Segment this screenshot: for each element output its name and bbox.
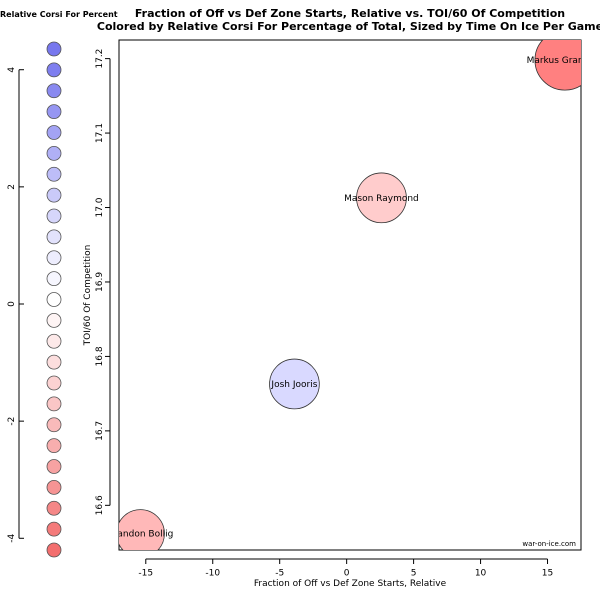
data-point-label: Mason Raymond (344, 194, 419, 204)
legend-swatch (46, 104, 62, 120)
legend-swatch (46, 187, 62, 203)
data-point-label: Brandon Bollig (108, 530, 174, 540)
axes: -15 -10 -5 0 5 10 15 16.6 16.7 16.8 16.9 17.0 17.1 17… (95, 49, 553, 579)
data-point (534, 40, 581, 91)
y-tick-label: 17.2 (95, 49, 105, 69)
legend-swatch (46, 166, 62, 182)
legend-swatch (46, 417, 62, 433)
y-tick-label: 16.6 (95, 495, 105, 515)
x-tick-label: -15 (138, 569, 153, 579)
legend-swatch (46, 500, 62, 516)
y-tick-label: 16.7 (95, 421, 105, 441)
x-tick-label: -5 (275, 569, 284, 579)
x-tick-label: -10 (205, 569, 220, 579)
legend-tick-label: 0 (7, 301, 17, 307)
y-tick-label: 17.0 (95, 197, 105, 217)
legend-swatch (46, 479, 62, 495)
chart-subtitle: Colored by Relative Corsi For Percentage… (97, 20, 600, 33)
legend-swatch (46, 292, 62, 307)
x-tick-label: 15 (542, 569, 553, 579)
y-tick-label: 16.8 (95, 346, 105, 366)
y-tick-label: 17.1 (95, 123, 105, 143)
legend-swatch (46, 542, 62, 558)
legend-tick-label: -2 (7, 417, 17, 426)
legend: 4 2 0 -2 -4 (7, 41, 62, 558)
chart-title: Fraction of Off vs Def Zone Starts, Rela… (135, 7, 565, 20)
data-point (356, 172, 407, 224)
legend-tick-label: 2 (7, 184, 17, 190)
legend-swatch (46, 375, 62, 391)
legend-swatch (46, 145, 62, 161)
plot-area-frame (118, 39, 582, 551)
legend-tick-label: -4 (7, 534, 17, 543)
legend-title: Relative Corsi For Percent (0, 10, 118, 19)
data-points: Markus Granlund Mason Raymond Josh Jooris B… (108, 40, 600, 550)
legend-swatch (46, 438, 62, 454)
legend-swatch (46, 312, 62, 328)
legend-swatch (46, 125, 62, 140)
legend-swatch (46, 83, 62, 99)
x-tick-label: 0 (344, 569, 350, 579)
data-point (269, 358, 320, 410)
y-axis-label: TOI/60 Of Competition (83, 245, 93, 347)
data-point-label: Markus Granlund (527, 56, 600, 66)
data-point (119, 509, 165, 550)
legend-swatch (46, 229, 62, 245)
legend-swatch (46, 41, 62, 57)
legend-swatch (46, 271, 62, 287)
legend-swatch (46, 250, 62, 266)
credit-label: war-on-ice.com (522, 540, 576, 548)
legend-swatch (46, 354, 62, 370)
legend-swatch (46, 459, 62, 474)
x-tick-label: 5 (411, 569, 417, 579)
legend-swatch (46, 396, 62, 412)
x-axis-label: Fraction of Off vs Def Zone Starts, Rela… (254, 579, 447, 589)
legend-swatch (46, 521, 62, 537)
y-tick-label: 16.9 (95, 272, 105, 292)
x-tick-label: 10 (475, 569, 487, 579)
data-point-label: Josh Jooris (270, 380, 317, 390)
legend-swatch (46, 208, 62, 224)
legend-tick-label: 4 (7, 67, 17, 73)
legend-swatch (46, 333, 62, 349)
legend-swatch (46, 62, 62, 78)
